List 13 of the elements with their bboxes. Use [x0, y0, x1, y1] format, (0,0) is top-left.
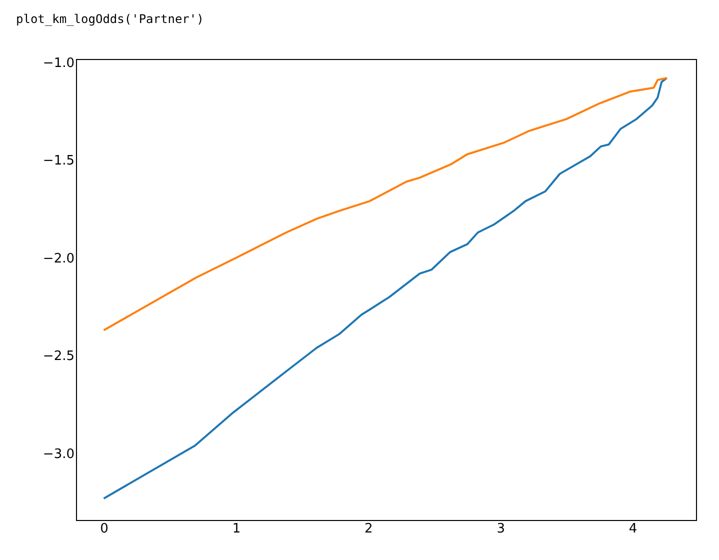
y-tick-label: −1.5 [42, 154, 74, 169]
line-series [102, 76, 668, 500]
y-tick-label: −1.0 [42, 56, 74, 71]
x-tick-label: 3 [496, 522, 505, 536]
x-tick-label: 1 [232, 522, 241, 536]
x-tick-label: 4 [628, 522, 638, 536]
x-tick-label: 2 [364, 522, 373, 536]
y-tick-label: −2.0 [42, 251, 74, 266]
x-tick-label: 0 [100, 522, 108, 536]
y-tick-label: −3.0 [42, 447, 74, 462]
line-series [102, 76, 668, 332]
text: plot_km_logOdds('Partner') [16, 12, 204, 26]
y-tick-label: −2.5 [42, 349, 74, 364]
